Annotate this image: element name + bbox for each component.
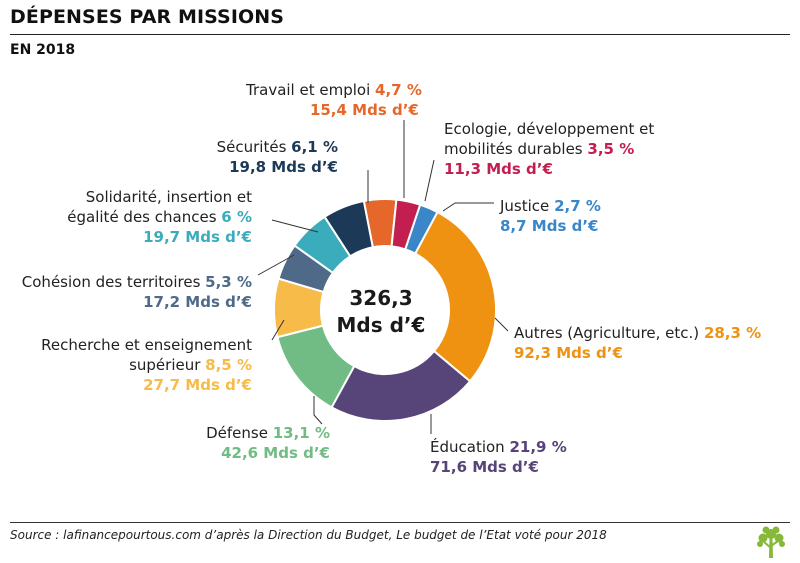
label-percent: 3,5 %	[587, 140, 635, 158]
leader-line	[442, 202, 494, 212]
label-percent: 2,7 %	[554, 197, 601, 215]
center-total-unit: Mds d’€	[336, 313, 426, 337]
center-total-value: 326,3	[349, 286, 413, 310]
label-percent: 5,3 %	[205, 273, 252, 291]
label-text: Éducation	[430, 438, 505, 456]
label-text: Défense	[206, 424, 268, 442]
title-divider	[10, 34, 790, 35]
label-text: Recherche et enseignement	[41, 336, 252, 354]
label-text: Justice	[500, 197, 550, 215]
source-note: Source : lafinancepourtous.com d’après l…	[10, 528, 607, 542]
label-text-2: égalité des chances	[67, 208, 217, 226]
label-text: Solidarité, insertion et	[85, 188, 252, 206]
label-percent: 21,9 %	[509, 438, 567, 456]
label-amount: 71,6 Mds d’€	[430, 458, 539, 476]
label-amount: 27,7 Mds d’€	[143, 376, 252, 394]
chart-title: DÉPENSES PAR MISSIONS	[10, 6, 285, 28]
label-solidarite: Solidarité, insertion et égalité des cha…	[67, 187, 252, 247]
label-amount: 42,6 Mds d’€	[221, 444, 330, 462]
donut-slice	[323, 199, 374, 258]
leader-line	[424, 159, 435, 202]
label-text: Sécurités	[216, 138, 287, 156]
label-defense: Défense 13,1 % 42,6 Mds d’€	[206, 423, 330, 463]
label-travail-emploi: Travail et emploi 4,7 % 15,4 Mds d’€	[246, 80, 422, 120]
label-text-2: mobilités durables	[444, 140, 583, 158]
label-securites: Sécurités 6,1 % 19,8 Mds d’€	[217, 137, 338, 177]
footer-divider	[10, 522, 790, 523]
tree-logo-icon	[757, 526, 785, 558]
label-amount: 92,3 Mds d’€	[514, 344, 623, 362]
label-amount: 19,7 Mds d’€	[143, 228, 252, 246]
label-amount: 15,4 Mds d’€	[309, 101, 419, 119]
label-amount: 19,8 Mds d’€	[229, 158, 338, 176]
donut-center-total: 326,3 Mds d’€	[316, 285, 446, 339]
label-recherche: Recherche et enseignement supérieur 8,5 …	[41, 335, 252, 395]
label-percent: 6,1 %	[291, 138, 338, 156]
leader-line	[313, 396, 323, 425]
label-ecologie: Ecologie, développement et mobilités dur…	[444, 119, 654, 179]
leader-line	[271, 219, 319, 233]
label-percent: 8,5 %	[205, 356, 252, 374]
donut-slice	[413, 210, 497, 383]
label-percent: 6 %	[221, 208, 252, 226]
label-percent: 4,7 %	[375, 81, 422, 99]
label-cohesion: Cohésion des territoires 5,3 % 17,2 Mds …	[22, 272, 252, 312]
label-justice: Justice 2,7 % 8,7 Mds d’€	[500, 196, 601, 236]
chart-subtitle: EN 2018	[10, 42, 76, 58]
label-percent: 28,3 %	[703, 324, 762, 342]
label-text: Autres (Agriculture, etc.)	[514, 324, 700, 342]
label-text-2: supérieur	[129, 356, 201, 374]
leader-line	[257, 254, 295, 276]
label-education: Éducation 21,9 % 71,6 Mds d’€	[430, 437, 567, 477]
leader-line	[271, 319, 285, 341]
label-amount: 11,3 Mds d’€	[444, 160, 553, 178]
label-amount: 8,7 Mds d’€	[500, 217, 599, 235]
label-text: Travail et emploi	[246, 81, 371, 99]
leader-line	[494, 317, 509, 332]
label-percent: 13,1 %	[272, 424, 330, 442]
label-text: Cohésion des territoires	[21, 273, 201, 291]
label-amount: 17,2 Mds d’€	[143, 293, 252, 311]
label-autres: Autres (Agriculture, etc.) 28,3 % 92,3 M…	[514, 323, 761, 363]
label-text: Ecologie, développement et	[444, 120, 655, 138]
